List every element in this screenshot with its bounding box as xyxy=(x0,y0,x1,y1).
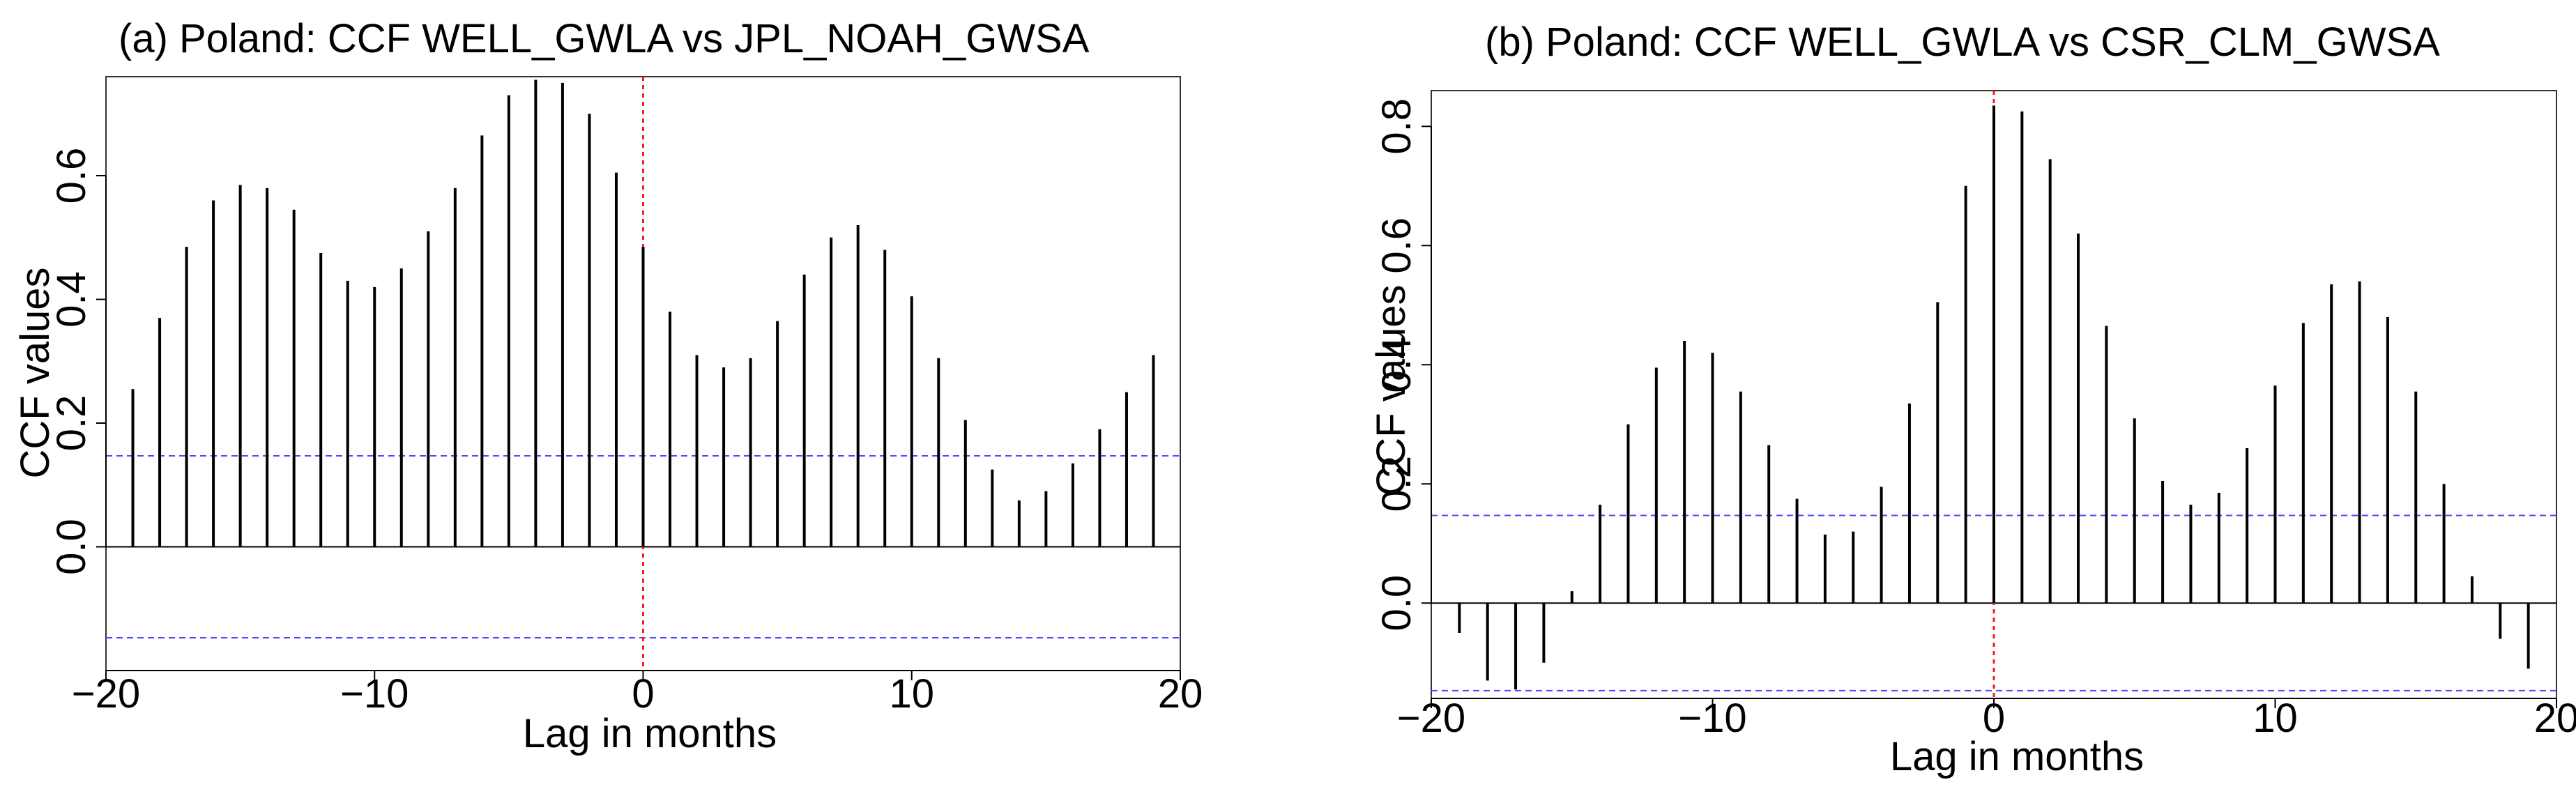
panel-a-ccf-chart: (a) Poland: CCF WELL_GWLA vs JPL_NOAH_GW… xyxy=(13,16,1203,756)
panel-a-y-tick-label: 0.6 xyxy=(49,148,94,204)
panel-b-y-tick-label: 0.6 xyxy=(1374,217,1419,274)
panel-a-y-tick-label: 0.4 xyxy=(49,271,94,328)
panel-a-x-tick-label: 0 xyxy=(632,671,654,717)
panel-a-marks xyxy=(106,77,1180,671)
panel-b-y-tick-label: 0.0 xyxy=(1374,575,1419,632)
panel-b-x-tick-label: 20 xyxy=(2534,696,2576,741)
panel-a-y-tick-label: 0.2 xyxy=(49,395,94,452)
panel-a-x-axis: −20 −10 0 10 20 xyxy=(72,670,1203,717)
panel-a-title: (a) Poland: CCF WELL_GWLA vs JPL_NOAH_GW… xyxy=(119,16,1090,61)
panel-b-ccf-chart: (b) Poland: CCF WELL_GWLA vs CSR_CLM_GWS… xyxy=(1369,20,2576,779)
panel-b-y-tick-label: 0.2 xyxy=(1374,456,1419,512)
panel-b-y-axis-label: CCF values xyxy=(1369,285,1414,496)
panel-b-x-tick-label: 0 xyxy=(1983,696,2005,741)
panel-b-x-tick-label: −20 xyxy=(1397,696,1465,741)
panel-a-x-tick-label: 10 xyxy=(889,671,934,717)
panel-a-x-tick-label: 20 xyxy=(1158,671,1203,717)
panel-b-title: (b) Poland: CCF WELL_GWLA vs CSR_CLM_GWS… xyxy=(1485,20,2440,65)
panel-b-y-tick-label: 0.4 xyxy=(1374,337,1419,393)
panel-a-y-axis-label: CCF values xyxy=(13,268,58,479)
panel-b-y-tick-label: 0.8 xyxy=(1374,98,1419,155)
panel-a-x-axis-label: Lag in months xyxy=(523,711,777,756)
panel-a-y-tick-label: 0.0 xyxy=(49,519,94,575)
panel-a-y-axis: 0.0 0.2 0.4 0.6 xyxy=(49,148,107,575)
panel-a-x-tick-label: −20 xyxy=(72,671,140,717)
panel-b-marks xyxy=(1431,91,2556,698)
panel-b-x-axis-label: Lag in months xyxy=(1890,734,2144,779)
panel-a-x-tick-label: −10 xyxy=(340,671,409,717)
panel-b-x-tick-label: −10 xyxy=(1678,696,1746,741)
panel-b-y-axis: 0.0 0.2 0.4 0.6 0.8 xyxy=(1374,98,1432,632)
panel-b-x-tick-label: 10 xyxy=(2253,696,2298,741)
panel-b-x-axis: −20 −10 0 10 20 xyxy=(1397,696,2576,741)
